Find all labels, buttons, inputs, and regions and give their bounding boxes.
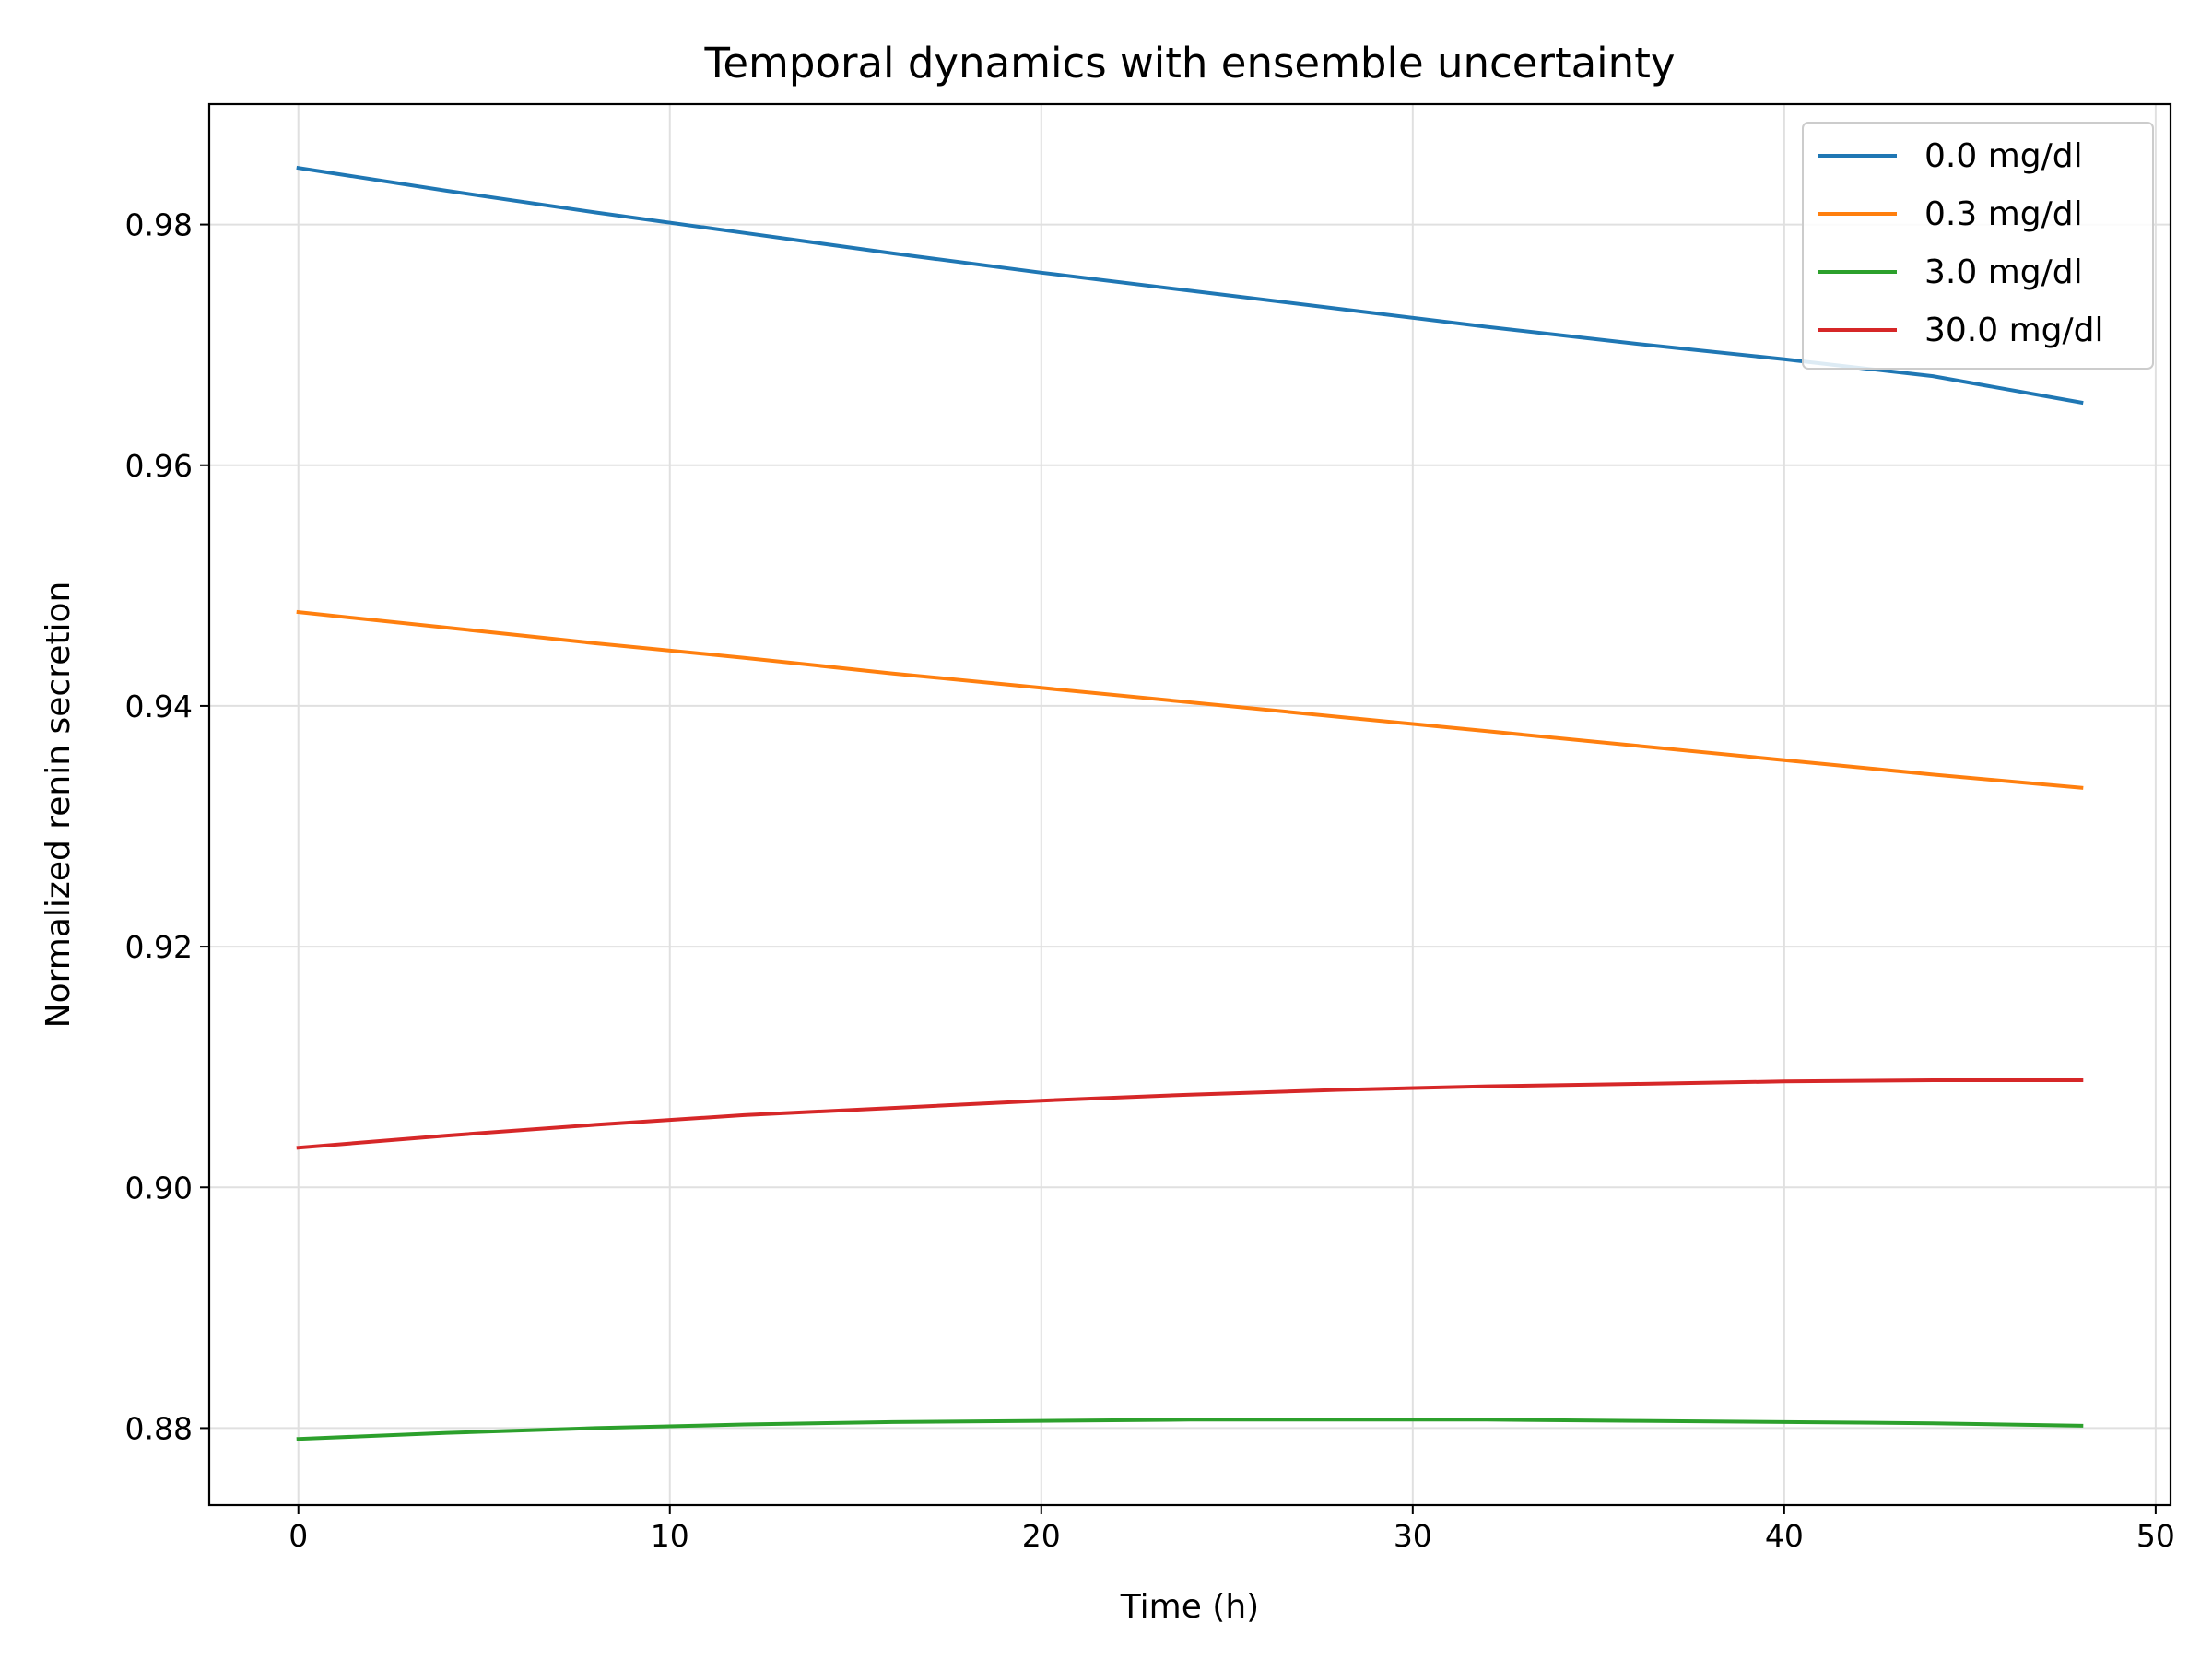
x-tick-label: 0 bbox=[288, 1518, 308, 1554]
y-tick-label: 0.88 bbox=[125, 1410, 193, 1446]
legend-label: 30.0 mg/dl bbox=[1924, 312, 2104, 349]
y-tick-label: 0.90 bbox=[125, 1170, 193, 1206]
legend-box bbox=[1802, 122, 2154, 370]
x-tick-label: 30 bbox=[1394, 1518, 1432, 1554]
y-tick-label: 0.94 bbox=[125, 688, 193, 724]
grid-lines bbox=[209, 104, 2171, 1505]
y-tick-label: 0.96 bbox=[125, 448, 193, 484]
legend-label: 0.3 mg/dl bbox=[1924, 195, 2083, 233]
y-tick-label: 0.92 bbox=[125, 929, 193, 965]
series-line bbox=[296, 165, 2084, 406]
axis-ticks: 0 10 20 30 40 50 0.88 0.90 0.92 0.94 0.96 0.98 bbox=[125, 207, 2175, 1554]
legend: 0.0 mg/dl 0.3 mg/dl 3.0 mg/dl 30.0 mg/dl bbox=[1802, 122, 2154, 370]
series-line bbox=[296, 1418, 2084, 1441]
x-tick-label: 40 bbox=[1765, 1518, 1804, 1554]
chart-title: Temporal dynamics with ensemble uncertai… bbox=[704, 39, 1676, 88]
x-tick-label: 50 bbox=[2136, 1518, 2175, 1554]
series-lines bbox=[296, 165, 2084, 1441]
legend-label: 3.0 mg/dl bbox=[1924, 253, 2083, 291]
series-line bbox=[296, 609, 2084, 790]
plot-frame bbox=[207, 102, 2172, 1507]
x-tick-label: 10 bbox=[651, 1518, 689, 1554]
x-axis-label: Time (h) bbox=[1120, 1588, 1259, 1626]
x-tick-label: 20 bbox=[1022, 1518, 1061, 1554]
y-tick-label: 0.98 bbox=[125, 207, 193, 243]
series-line bbox=[296, 1078, 2084, 1150]
legend-label: 0.0 mg/dl bbox=[1924, 137, 2083, 175]
y-axis-label: Normalized renin secretion bbox=[40, 582, 77, 1029]
